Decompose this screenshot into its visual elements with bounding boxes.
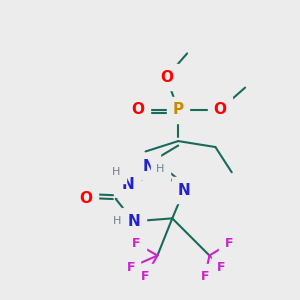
- Text: P: P: [173, 102, 184, 117]
- Text: O: O: [213, 102, 226, 117]
- Text: F: F: [141, 270, 150, 283]
- Text: F: F: [126, 261, 135, 274]
- Text: N: N: [178, 183, 190, 198]
- Text: O: O: [132, 102, 145, 117]
- Text: F: F: [132, 237, 141, 250]
- Text: N: N: [127, 214, 140, 229]
- Text: O: O: [160, 70, 173, 85]
- Text: F: F: [217, 261, 226, 274]
- Text: H: H: [156, 164, 165, 174]
- Text: N: N: [142, 159, 155, 174]
- Text: O: O: [80, 191, 93, 206]
- Text: H: H: [112, 167, 120, 177]
- Text: F: F: [224, 237, 233, 250]
- Text: F: F: [201, 270, 209, 283]
- Text: N: N: [121, 177, 134, 192]
- Text: H: H: [113, 216, 122, 226]
